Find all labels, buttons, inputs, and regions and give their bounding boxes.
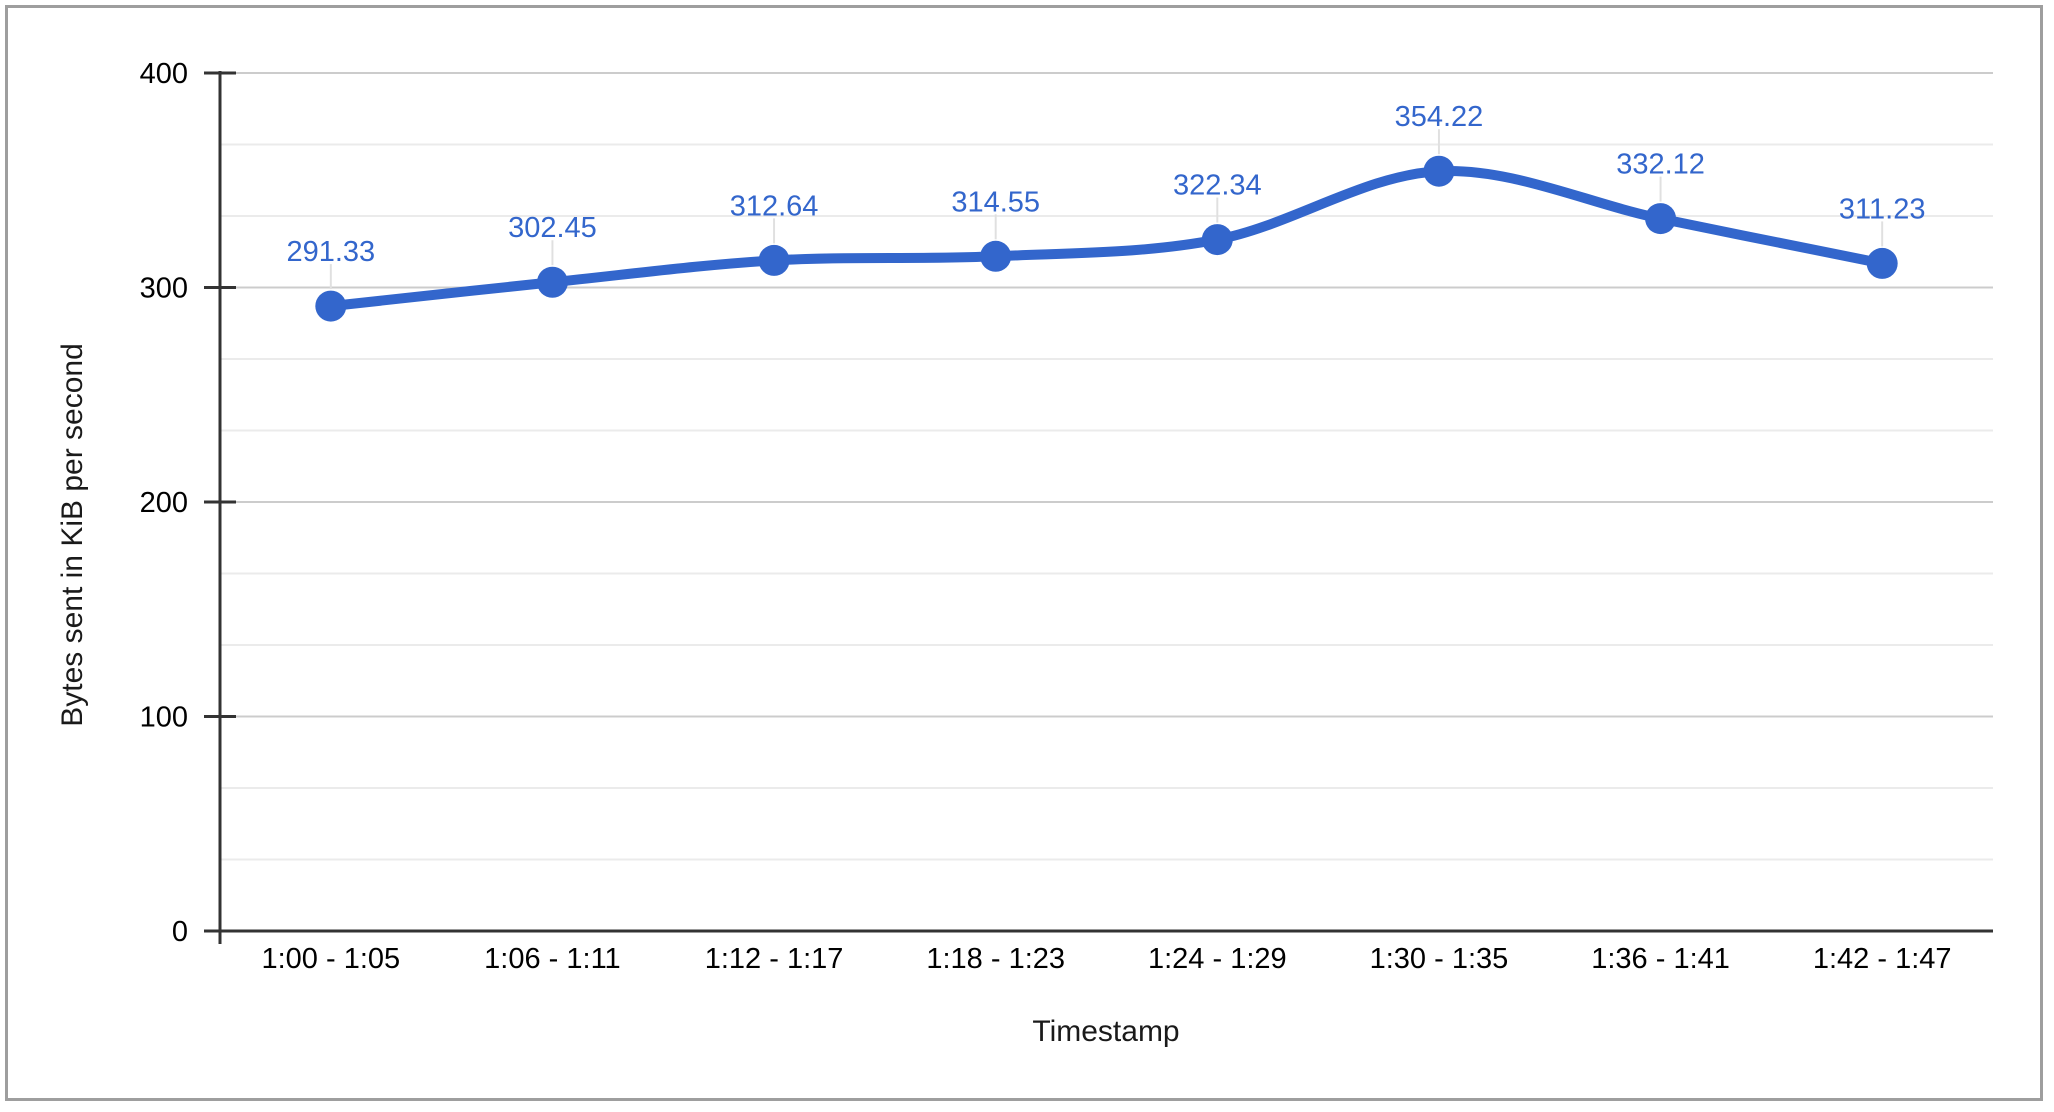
y-axis-title: Bytes sent in KiB per second [56, 343, 89, 727]
chart-frame [5, 5, 2043, 1101]
data-label: 291.33 [286, 236, 375, 268]
data-label: 311.23 [1839, 193, 1926, 225]
data-point[interactable] [315, 290, 347, 322]
x-axis-title: Timestamp [1032, 1015, 1180, 1048]
data-point[interactable] [1201, 224, 1233, 256]
x-tick-label: 1:00 - 1:05 [261, 943, 400, 975]
data-label: 302.45 [508, 212, 597, 244]
data-point[interactable] [1866, 247, 1898, 279]
x-tick-label: 1:42 - 1:47 [1813, 943, 1952, 975]
data-label: 314.55 [951, 186, 1040, 218]
data-point[interactable] [536, 266, 568, 298]
series-line [325, 165, 1888, 312]
data-point[interactable] [1423, 155, 1455, 187]
y-tick-label: 400 [140, 58, 188, 90]
x-tick-label: 1:24 - 1:29 [1148, 943, 1287, 975]
data-label: 322.34 [1173, 170, 1262, 202]
data-label: 312.64 [730, 190, 819, 222]
x-tick-label: 1:30 - 1:35 [1370, 943, 1509, 975]
data-label: 332.12 [1616, 149, 1705, 181]
x-tick-label: 1:12 - 1:17 [705, 943, 844, 975]
y-tick-label: 0 [172, 916, 188, 948]
x-tick-label: 1:06 - 1:11 [484, 943, 621, 975]
x-tick-label: 1:36 - 1:41 [1591, 943, 1730, 975]
data-point[interactable] [980, 240, 1012, 272]
x-tick-label: 1:18 - 1:23 [926, 943, 1065, 975]
data-point[interactable] [1645, 203, 1677, 235]
data-label: 354.22 [1395, 101, 1484, 133]
y-tick-label: 200 [140, 487, 188, 519]
y-tick-label: 300 [140, 273, 188, 305]
y-tick-label: 100 [140, 702, 188, 734]
data-point[interactable] [758, 244, 790, 276]
